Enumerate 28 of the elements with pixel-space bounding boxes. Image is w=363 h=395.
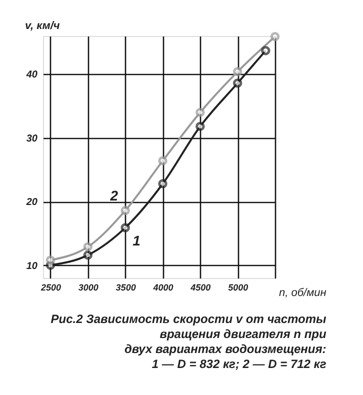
x-tick-label: 3500 bbox=[116, 282, 136, 292]
point bbox=[270, 32, 280, 42]
x-axis-title: n, об/мин bbox=[279, 287, 326, 299]
point bbox=[120, 206, 130, 216]
point bbox=[232, 78, 242, 88]
point bbox=[120, 223, 130, 232]
y-tick-label: 40 bbox=[25, 70, 38, 81]
x-tick-label: 4000 bbox=[152, 282, 174, 292]
y-tick-label: 10 bbox=[26, 260, 38, 272]
y-tick-label: 30 bbox=[26, 133, 38, 144]
point bbox=[196, 122, 205, 132]
point bbox=[232, 67, 242, 76]
point bbox=[83, 250, 93, 260]
series-label: 2 bbox=[109, 187, 118, 204]
point bbox=[196, 108, 205, 118]
point bbox=[46, 256, 56, 265]
point bbox=[158, 179, 168, 188]
point bbox=[261, 46, 270, 56]
y-axis-title: v, км/ч bbox=[25, 20, 60, 32]
x-tick-label: 2500 bbox=[40, 282, 61, 292]
series-label: 1 bbox=[132, 232, 141, 249]
x-tick-label: 4500 bbox=[190, 282, 211, 292]
x-tick-label: 3000 bbox=[78, 282, 98, 292]
x-tick-label: 5000 bbox=[228, 282, 248, 292]
point bbox=[83, 242, 93, 252]
y-tick-label: 20 bbox=[25, 197, 38, 208]
point bbox=[158, 156, 168, 166]
text: Рис.2 Зависимость скорости v от частоты вращения двигателя n при двух вариантах водоизмещения: 1 — D = 832 кг; 2 — D = 712 кг bbox=[50, 312, 328, 371]
